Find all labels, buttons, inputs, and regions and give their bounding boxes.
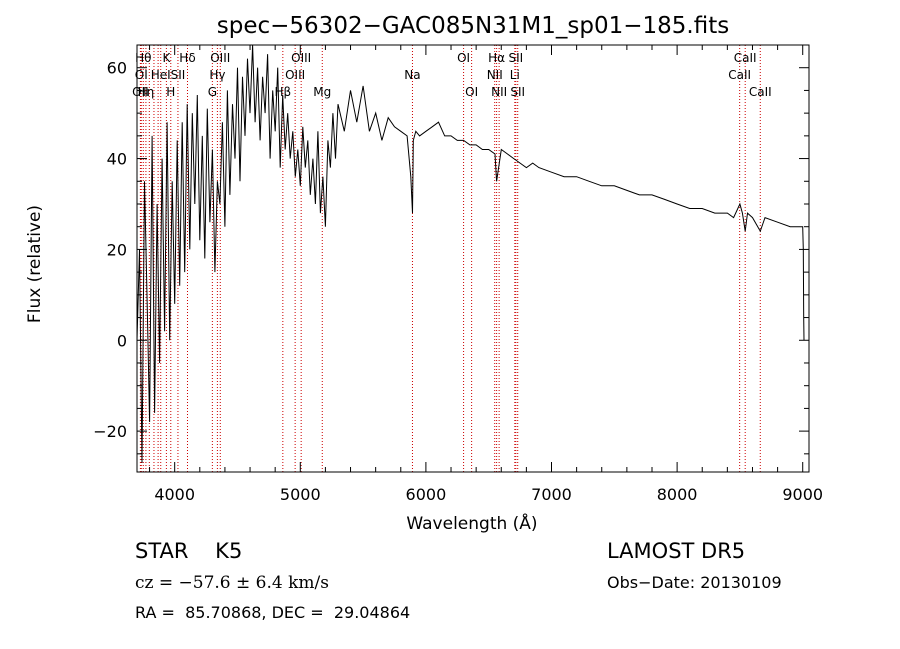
axis-ticks [137, 44, 809, 472]
line-marker-label: CaII [734, 51, 757, 65]
y-tick-labels: −20 0 20 40 60 [93, 59, 127, 441]
y-axis-label: Flux (relative) [25, 205, 45, 323]
x-tick-labels: 4000 5000 6000 7000 8000 9000 [154, 485, 823, 504]
line-marker-label: Hδ [179, 51, 195, 65]
line-marker-label: SII [510, 85, 525, 99]
line-marker-label: SII [508, 51, 523, 65]
redshift-velocity: cz = −57.6 ± 6.4 km/s [135, 573, 329, 593]
plot-frame [136, 44, 810, 473]
line-marker-label: G [208, 85, 217, 99]
x-tick-label: 7000 [531, 485, 572, 504]
line-marker-label: NII [491, 85, 507, 99]
survey-name: LAMOST DR5 [607, 539, 746, 563]
x-tick-label: 9000 [782, 485, 823, 504]
line-marker-label: HeI [151, 68, 171, 82]
observation-date: Obs−Date: 20130109 [607, 573, 782, 592]
object-class: STAR K5 [135, 539, 243, 563]
x-axis-label: Wavelength (Å) [406, 512, 537, 534]
line-marker-label: Hη [138, 85, 155, 99]
line-marker-label: SII [171, 68, 186, 82]
chart-title: spec−56302−GAC085N31M1_sp01−185.fits [217, 13, 729, 39]
ra-dec-coordinates: RA = 85.70868, DEC = 29.04864 [135, 603, 411, 622]
line-marker-label: H [166, 85, 175, 99]
line-marker-label: NII [487, 68, 503, 82]
spectral-line-markers [139, 45, 761, 472]
line-marker-label: Hθ [135, 51, 151, 65]
line-marker-label: OI [465, 85, 478, 99]
spectral-line-labels: OIIOIHθHηHeIKHSIIHδGHγOIIIHβOIIIOIIIMgNa… [132, 51, 772, 99]
spectrum-line [136, 44, 805, 463]
line-marker-label: Mg [313, 85, 331, 99]
y-tick-label: 40 [107, 150, 127, 169]
line-marker-label: Hγ [209, 68, 225, 82]
line-marker-label: OIII [291, 51, 311, 65]
line-marker-label: Hα [488, 51, 505, 65]
line-marker-label: OI [457, 51, 470, 65]
line-marker-label: CaII [728, 68, 751, 82]
y-tick-label: 60 [107, 59, 127, 78]
x-tick-label: 4000 [154, 485, 195, 504]
line-marker-label: Li [510, 68, 520, 82]
line-marker-label: Na [404, 68, 420, 82]
line-marker-label: OII [132, 85, 149, 99]
y-tick-label: −20 [93, 422, 127, 441]
x-tick-label: 5000 [280, 485, 321, 504]
x-tick-label: 6000 [406, 485, 447, 504]
line-marker-label: OIII [285, 68, 305, 82]
line-marker-label: CaII [749, 85, 772, 99]
y-tick-label: 20 [107, 240, 127, 259]
line-marker-label: OIII [210, 51, 230, 65]
y-tick-label: 0 [117, 331, 127, 350]
x-tick-label: 8000 [657, 485, 698, 504]
line-marker-label: K [162, 51, 171, 65]
line-marker-label: OI [135, 68, 148, 82]
